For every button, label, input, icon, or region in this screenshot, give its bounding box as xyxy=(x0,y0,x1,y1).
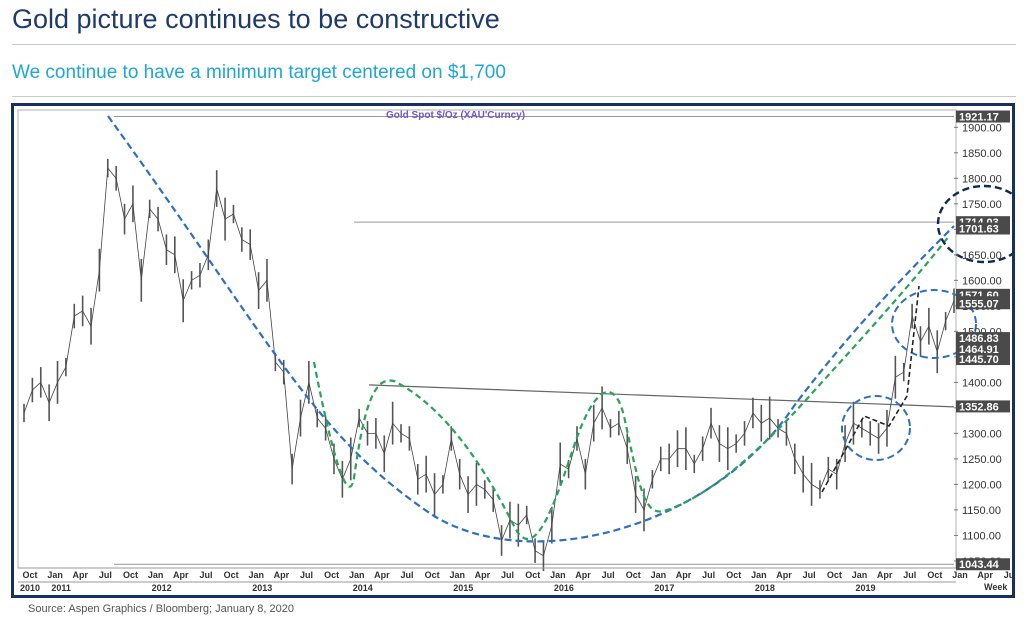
x-month-label: Apr xyxy=(475,570,491,580)
x-month-label: Apr xyxy=(977,570,993,580)
x-year-label: 2010 xyxy=(20,583,40,593)
svg-text:1445.70: 1445.70 xyxy=(959,354,999,366)
y-tick-label: 1250.00 xyxy=(962,454,1002,466)
target-circle xyxy=(936,184,1024,264)
x-month-label: Jul xyxy=(199,570,212,580)
x-year-label: 2016 xyxy=(554,583,574,593)
svg-text:1921.17: 1921.17 xyxy=(959,112,999,124)
x-month-label: Jul xyxy=(903,570,916,580)
source-note: Source: Aspen Graphics / Bloomberg; Janu… xyxy=(28,603,294,615)
x-year-label: 2012 xyxy=(152,583,172,593)
breakout-arrow xyxy=(821,285,920,493)
x-year-label: 2014 xyxy=(353,583,373,593)
x-month-label: Oct xyxy=(224,570,239,580)
svg-text:1352.86: 1352.86 xyxy=(959,401,999,413)
x-year-label: 2018 xyxy=(755,583,775,593)
x-month-label: Jan xyxy=(349,570,365,580)
price-label: 1352.86 xyxy=(956,400,1010,413)
x-month-label: Apr xyxy=(676,570,692,580)
wave-path xyxy=(312,235,950,541)
price-label: 1043.44 xyxy=(956,558,1010,571)
page-title: Gold picture continues to be constructiv… xyxy=(12,4,500,34)
price-label: 1486.83 xyxy=(956,332,1010,345)
x-month-label: Apr xyxy=(73,570,89,580)
price-label: 1701.63 xyxy=(956,222,1010,235)
highlight-circle xyxy=(841,395,911,461)
x-year-label: 2019 xyxy=(855,583,875,593)
x-month-label: Oct xyxy=(626,570,641,580)
chart-frame: 1900.001850.001800.001750.001700.001650.… xyxy=(11,103,1024,598)
x-month-label: Jul xyxy=(300,570,313,580)
y-tick-label: 1900.00 xyxy=(962,122,1002,134)
x-month-label: Jan xyxy=(550,570,566,580)
y-tick-label: 1800.00 xyxy=(962,173,1002,185)
x-month-label: Jan xyxy=(651,570,667,580)
x-year-label: 2015 xyxy=(453,583,473,593)
neckline xyxy=(368,384,955,408)
page-subtitle: We continue to have a minimum target cen… xyxy=(12,62,506,83)
y-tick-label: 1200.00 xyxy=(962,479,1002,491)
x-month-label: Apr xyxy=(274,570,290,580)
svg-text:1701.63: 1701.63 xyxy=(959,223,999,235)
x-month-label: Oct xyxy=(827,570,842,580)
x-month-label: Oct xyxy=(525,570,540,580)
x-month-label: Oct xyxy=(927,570,942,580)
price-label: 1555.07 xyxy=(956,297,1010,310)
y-tick-label: 1150.00 xyxy=(962,505,1001,517)
x-year-label: 2013 xyxy=(252,583,272,593)
x-month-label: Apr xyxy=(776,570,792,580)
x-month-label: Oct xyxy=(22,570,37,580)
x-month-label: Jul xyxy=(702,570,715,580)
x-month-label: Oct xyxy=(123,570,138,580)
x-month-label: Jul xyxy=(803,570,816,580)
x-month-label: Oct xyxy=(324,570,339,580)
x-month-label: Jul xyxy=(602,570,615,580)
highlight-circle xyxy=(891,289,977,359)
y-tick-label: 1400.00 xyxy=(962,377,1002,389)
x-month-label: Jul xyxy=(501,570,514,580)
x-month-label: Apr xyxy=(374,570,390,580)
y-tick-label: 1850.00 xyxy=(962,148,1002,160)
x-year-label: 2017 xyxy=(654,583,674,593)
x-month-label: Jul xyxy=(1004,570,1012,580)
chart-title: Gold Spot $/Oz (XAU'Curncy) xyxy=(386,110,525,121)
x-month-label: Apr xyxy=(173,570,189,580)
price-label: 1445.70 xyxy=(956,353,1010,366)
x-month-label: Jan xyxy=(852,570,868,580)
y-tick-label: 1600.00 xyxy=(962,275,1002,287)
x-month-label: Jan xyxy=(952,570,968,580)
x-month-label: Jan xyxy=(751,570,767,580)
y-tick-label: 1650.00 xyxy=(962,250,1002,262)
x-month-label: Jan xyxy=(248,570,264,580)
x-month-label: Oct xyxy=(425,570,440,580)
x-month-label: Apr xyxy=(877,570,893,580)
x-month-label: Apr xyxy=(575,570,591,580)
y-tick-label: 1750.00 xyxy=(962,199,1002,211)
y-tick-label: 1100.00 xyxy=(962,530,1001,542)
price-label: 1921.17 xyxy=(956,110,1010,124)
x-year-label: 2011 xyxy=(51,583,71,593)
x-month-label: Jul xyxy=(99,570,112,580)
x-month-label: Jan xyxy=(148,570,164,580)
x-month-label: Jul xyxy=(401,570,414,580)
x-month-label: Oct xyxy=(726,570,741,580)
x-unit-label: Week xyxy=(984,582,1008,592)
price-line xyxy=(23,167,955,557)
subtitle-divider xyxy=(12,96,1016,97)
title-divider xyxy=(12,44,1016,45)
gold-chart: 1900.001850.001800.001750.001700.001650.… xyxy=(17,109,1024,593)
svg-text:1486.83: 1486.83 xyxy=(959,333,999,345)
x-month-label: Jan xyxy=(47,570,63,580)
y-tick-label: 1300.00 xyxy=(962,428,1002,440)
plot-area xyxy=(17,109,957,569)
svg-text:1555.07: 1555.07 xyxy=(959,298,999,310)
svg-text:1043.44: 1043.44 xyxy=(959,559,1000,571)
x-month-label: Jan xyxy=(450,570,466,580)
